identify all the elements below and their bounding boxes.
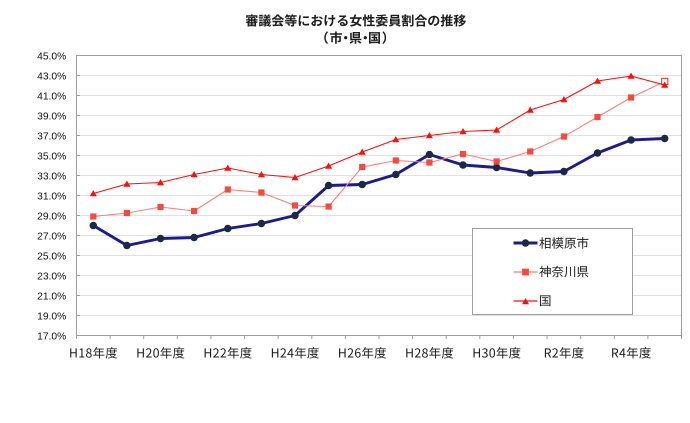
svg-text:21.0%: 21.0% (37, 292, 66, 303)
svg-text:39.0%: 39.0% (37, 112, 66, 123)
svg-text:17.0%: 17.0% (37, 332, 66, 343)
svg-text:41.0%: 41.0% (37, 92, 66, 103)
svg-text:23.0%: 23.0% (37, 272, 66, 283)
svg-text:37.0%: 37.0% (37, 132, 66, 143)
svg-text:33.0%: 33.0% (37, 172, 66, 183)
svg-text:43.0%: 43.0% (37, 72, 66, 83)
svg-text:45.0%: 45.0% (37, 52, 66, 63)
svg-text:27.0%: 27.0% (37, 232, 66, 243)
svg-text:29.0%: 29.0% (37, 212, 66, 223)
svg-text:19.0%: 19.0% (37, 312, 66, 323)
svg-text:35.0%: 35.0% (37, 152, 66, 163)
svg-text:25.0%: 25.0% (37, 252, 66, 263)
svg-text:31.0%: 31.0% (37, 192, 66, 203)
